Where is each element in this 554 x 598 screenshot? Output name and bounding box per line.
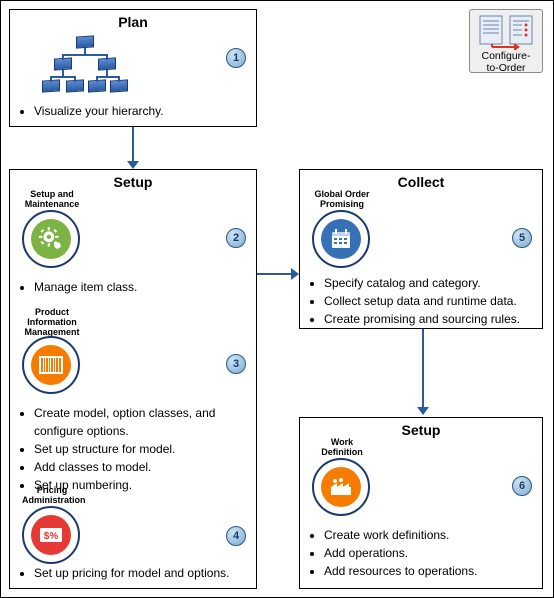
step-3-badge: 3: [226, 354, 246, 374]
setup2-box: Setup Work Definition 6 Create work defi…: [299, 417, 543, 589]
setup-maint-label: Setup and Maintenance: [22, 190, 82, 210]
diagram-canvas: Configure- to-Order Plan: [0, 0, 554, 598]
setup2-bullets: Create work definitions. Add operations.…: [306, 526, 536, 580]
step-1-badge: 1: [226, 48, 246, 68]
pim-circle: [22, 336, 80, 394]
setup-box: Setup Setup and Maintenance 2 Manage ite…: [9, 169, 257, 589]
plan-title: Plan: [10, 10, 256, 32]
step-4-badge: 4: [226, 526, 246, 546]
pim-bullets: Create model, option classes, and config…: [16, 404, 248, 494]
arrow-collect-to-setup2: [422, 329, 424, 409]
gears-icon: [31, 219, 71, 259]
calendar-icon: [321, 219, 361, 259]
collect-box: Collect Global Order Promising 5 Specify…: [299, 169, 543, 329]
pricing-label: Pricing Administration: [22, 486, 82, 506]
plan-bullets: Visualize your hierarchy.: [16, 102, 164, 120]
cto-label-line2: to-Order: [486, 62, 525, 74]
step-6-badge: 6: [512, 476, 532, 496]
arrow-setup-to-collect-head: [291, 268, 299, 280]
cto-label-line1: Configure-: [481, 50, 530, 62]
setup-maint-circle: [22, 210, 80, 268]
pricing-bullets: Set up pricing for model and options.: [16, 564, 248, 582]
arrow-plan-to-setup: [132, 127, 134, 163]
gop-circle: [312, 210, 370, 268]
workdef-circle: [312, 458, 370, 516]
configure-to-order-badge: Configure- to-Order: [469, 9, 543, 73]
step-2-badge: 2: [226, 228, 246, 248]
arrow-plan-to-setup-head: [127, 161, 139, 169]
pricing-circle: $%: [22, 506, 80, 564]
barcode-icon: [31, 345, 71, 385]
collect-bullets: Specify catalog and category. Collect se…: [306, 274, 536, 328]
setup-maint-bullets: Manage item class.: [16, 278, 137, 296]
svg-text:$%: $%: [44, 531, 59, 542]
plan-box: Plan 1 Visualize y: [9, 9, 257, 127]
step-5-badge: 5: [512, 228, 532, 248]
factory-icon: [321, 467, 361, 507]
arrow-collect-to-setup2-head: [417, 407, 429, 415]
workdef-label: Work Definition: [312, 438, 372, 458]
pim-label: Product Information Management: [22, 308, 82, 338]
price-tag-icon: $%: [31, 515, 71, 555]
arrow-setup-to-collect: [257, 273, 293, 275]
hierarchy-icon: [40, 36, 130, 96]
gop-label: Global Order Promising: [312, 190, 372, 210]
